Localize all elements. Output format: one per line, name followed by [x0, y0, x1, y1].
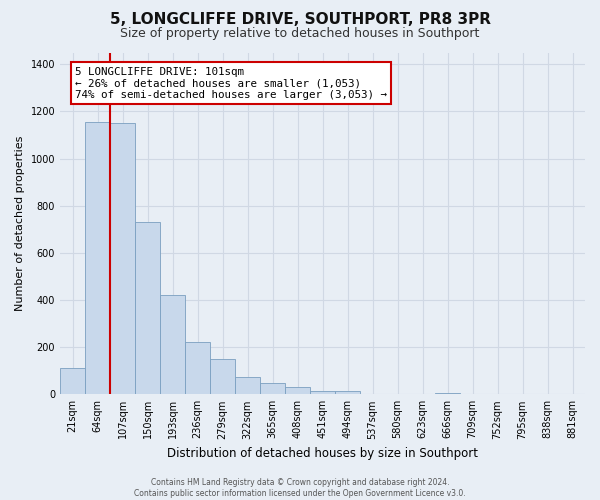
Bar	[335, 391, 360, 394]
X-axis label: Distribution of detached houses by size in Southport: Distribution of detached houses by size …	[167, 447, 478, 460]
Bar	[210, 359, 235, 394]
Text: 5 LONGCLIFFE DRIVE: 101sqm
← 26% of detached houses are smaller (1,053)
74% of s: 5 LONGCLIFFE DRIVE: 101sqm ← 26% of deta…	[75, 66, 387, 100]
Bar	[60, 368, 85, 394]
Text: Size of property relative to detached houses in Southport: Size of property relative to detached ho…	[121, 28, 479, 40]
Bar	[110, 123, 135, 394]
Bar	[435, 393, 460, 394]
Bar	[235, 376, 260, 394]
Bar	[185, 342, 210, 394]
Bar	[260, 382, 285, 394]
Bar	[85, 122, 110, 394]
Y-axis label: Number of detached properties: Number of detached properties	[15, 136, 25, 311]
Text: Contains HM Land Registry data © Crown copyright and database right 2024.
Contai: Contains HM Land Registry data © Crown c…	[134, 478, 466, 498]
Bar	[285, 387, 310, 394]
Bar	[310, 391, 335, 394]
Bar	[135, 222, 160, 394]
Bar	[160, 296, 185, 394]
Text: 5, LONGCLIFFE DRIVE, SOUTHPORT, PR8 3PR: 5, LONGCLIFFE DRIVE, SOUTHPORT, PR8 3PR	[110, 12, 491, 28]
